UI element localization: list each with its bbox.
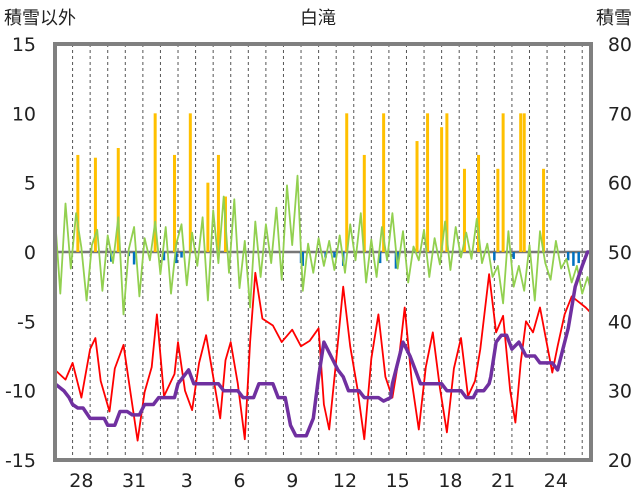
bar — [394, 252, 398, 269]
bar — [180, 252, 183, 258]
bar — [542, 168, 546, 252]
left-tick-label: -15 — [5, 450, 36, 472]
right-tick-label: 30 — [608, 381, 632, 403]
plot-frame — [53, 42, 593, 462]
bar — [216, 154, 220, 252]
bar — [577, 252, 580, 264]
bar — [512, 252, 515, 259]
right-tick-label: 60 — [608, 173, 632, 195]
x-tick-label: 21 — [491, 470, 515, 492]
bar — [132, 252, 136, 265]
bar — [440, 127, 444, 252]
left-tick-label: 10 — [12, 103, 36, 125]
bar — [362, 154, 366, 252]
bar — [188, 113, 192, 252]
left-axis-title: 積雪以外 — [4, 8, 76, 29]
bar — [93, 157, 97, 252]
chart-title: 白滝 — [300, 8, 336, 29]
right-tick-label: 40 — [608, 311, 632, 333]
bar — [173, 154, 177, 252]
x-tick-label: 28 — [69, 470, 93, 492]
right-tick-label: 80 — [608, 34, 632, 56]
bar — [501, 113, 505, 252]
left-tick-label: 0 — [24, 242, 36, 264]
x-tick-label: 15 — [386, 470, 410, 492]
precipitation-bars — [76, 113, 546, 252]
x-tick-label: 18 — [438, 470, 462, 492]
left-tick-label: -10 — [5, 381, 36, 403]
bar — [162, 252, 166, 261]
right-tick-label: 70 — [608, 103, 632, 125]
bar — [396, 252, 399, 265]
bar — [175, 252, 178, 264]
bar — [519, 113, 523, 252]
right-tick-label: 20 — [608, 450, 632, 472]
bar — [76, 154, 80, 252]
x-tick-label: 3 — [181, 470, 193, 492]
bar — [462, 168, 466, 252]
bar — [333, 252, 336, 258]
x-axis-ticks: 28 31 3 6 9 12 15 18 21 24 — [69, 470, 568, 492]
bar — [206, 182, 210, 252]
x-tick-label: 6 — [233, 470, 245, 492]
bar — [426, 113, 430, 252]
x-tick-label: 9 — [286, 470, 298, 492]
wind-line — [54, 174, 592, 316]
bar — [415, 141, 419, 252]
right-axis-ticks: 80 70 60 50 40 30 20 — [608, 34, 632, 472]
right-axis-title: 積雪 — [596, 8, 632, 29]
bar — [301, 252, 305, 266]
left-tick-label: 15 — [12, 34, 36, 56]
x-tick-label: 31 — [122, 470, 146, 492]
bar — [493, 252, 496, 261]
x-tick-label: 12 — [333, 470, 357, 492]
x-tick-label: 24 — [544, 470, 568, 492]
bar — [153, 113, 157, 252]
bar — [445, 113, 449, 252]
bar — [496, 168, 500, 252]
bar — [566, 252, 570, 261]
bar — [477, 154, 481, 252]
left-tick-label: -5 — [17, 311, 36, 333]
bar — [522, 113, 526, 252]
bar — [378, 252, 382, 264]
temp-max-line — [54, 271, 592, 442]
snow-depth-line — [53, 250, 591, 438]
left-tick-label: 5 — [24, 173, 36, 195]
bar — [345, 113, 349, 252]
right-tick-label: 50 — [608, 242, 632, 264]
bar — [572, 252, 575, 266]
left-axis-ticks: 15 10 5 0 -5 -10 -15 — [5, 34, 36, 472]
bar — [382, 113, 386, 252]
bar — [116, 148, 120, 252]
